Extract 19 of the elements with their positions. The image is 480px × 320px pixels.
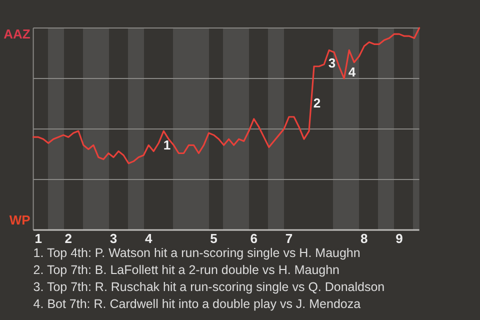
x-tick-label: 4 bbox=[144, 231, 153, 246]
x-tick-label: 3 bbox=[110, 231, 118, 246]
annotation: 4 bbox=[348, 64, 356, 80]
x-tick-label: 6 bbox=[250, 231, 258, 246]
text: 3. Top 7th: R. Ruschak hit a run-scoring single vs Q. Donaldson bbox=[33, 280, 385, 294]
annotation: 1 bbox=[163, 138, 171, 152]
text: WP bbox=[9, 212, 31, 228]
x-tick-label: 8 bbox=[360, 231, 368, 246]
x-tick-label: 2 bbox=[64, 231, 72, 246]
text: 4. Bot 7th: R. Cardwell hit into a double play vs J. Mendoza bbox=[33, 297, 361, 311]
x-tick-label: 1 bbox=[34, 231, 42, 246]
text: AAZ bbox=[4, 26, 30, 42]
text: 1. Top 4th: P. Watson hit a run-scoring single vs H. Maughn bbox=[33, 246, 360, 260]
x-tick-label: 5 bbox=[210, 231, 218, 246]
x-tick-label: 9 bbox=[396, 231, 403, 246]
x-tick-label: 7 bbox=[285, 231, 293, 246]
annotation: 3 bbox=[328, 56, 336, 70]
annotation: 2 bbox=[313, 96, 321, 110]
text: 2. Top 7th: B. LaFollett hit a 2-run double vs H. Maughn bbox=[33, 263, 340, 277]
